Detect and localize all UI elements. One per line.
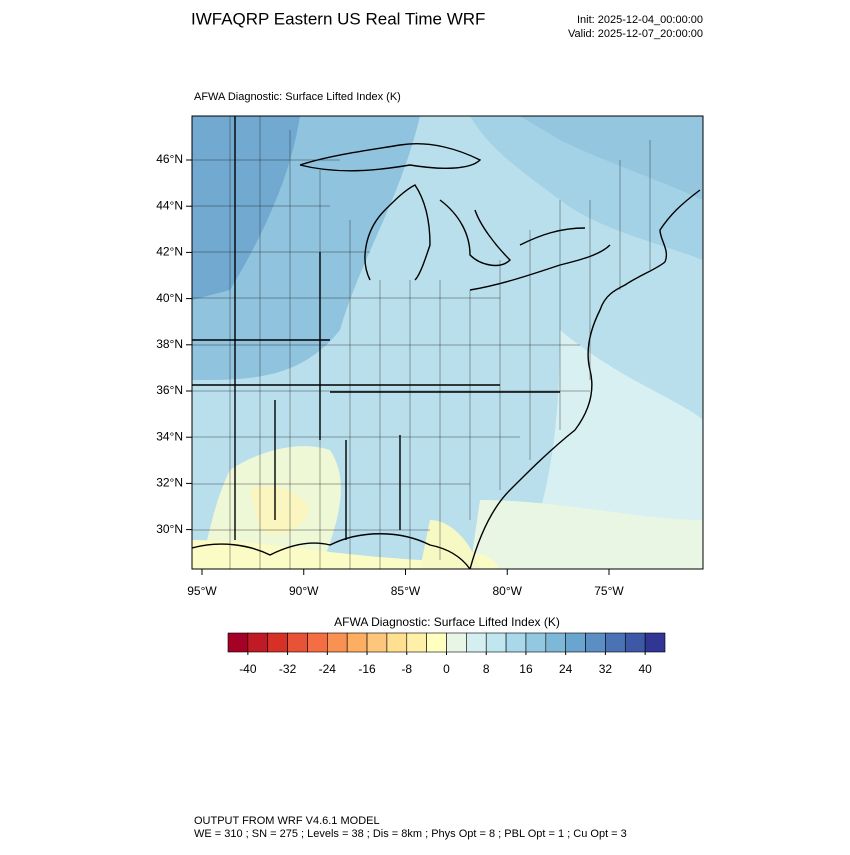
- footer-line: WE = 310 ; SN = 275 ; Levels = 38 ; Dis …: [194, 828, 627, 840]
- colorbar-box: [366, 632, 388, 653]
- footer-line: OUTPUT FROM WRF V4.6.1 MODEL: [194, 815, 380, 827]
- colorbar-tick-label: -8: [401, 662, 412, 676]
- lat-tick-label: 36°N: [156, 383, 183, 397]
- map-frame: [191, 115, 704, 570]
- colorbar-tick-label: -24: [319, 662, 337, 676]
- lat-tick-label: 40°N: [156, 291, 183, 305]
- colorbar-box: [446, 632, 467, 653]
- colorbar-tick-label: -32: [279, 662, 297, 676]
- colorbar: -40 -32 -24 -16 -8 0 8 16 24 32 40: [227, 632, 666, 676]
- colorbar-tick-label: 0: [443, 662, 450, 676]
- colorbar-box: [525, 632, 547, 653]
- lat-tick-label: 44°N: [156, 198, 183, 212]
- colorbar-tick-label: 8: [483, 662, 490, 676]
- colorbar-tick-label: 40: [638, 662, 652, 676]
- colorbar-box: [327, 632, 348, 653]
- colorbar-box: [565, 632, 586, 653]
- colorbar-box: [406, 632, 427, 653]
- map-axes: 46°N 44°N 42°N 40°N 38°N 36°N 34°N 32°N 30°N 95°W…: [156, 152, 624, 598]
- map-field: [192, 116, 703, 569]
- colorbar-tick-label: -16: [358, 662, 376, 676]
- lon-tick-label: 90°W: [289, 584, 319, 598]
- lat-tick-label: 38°N: [156, 337, 183, 351]
- colorbar-tick-label: 32: [599, 662, 613, 676]
- lon-tick-label: 95°W: [187, 584, 217, 598]
- colorbar-box: [644, 632, 666, 653]
- colorbar-box: [466, 632, 487, 653]
- colorbar-box: [307, 632, 328, 653]
- lat-tick-label: 34°N: [156, 429, 183, 443]
- colorbar-box: [287, 632, 308, 653]
- title: IWFAQRP Eastern US Real Time WRF: [191, 9, 485, 28]
- lat-tick-label: 30°N: [156, 522, 183, 536]
- colorbar-tick-label: 24: [559, 662, 573, 676]
- init-time: Init: 2025-12-04_00:00:00: [577, 14, 703, 26]
- colorbar-box: [485, 632, 507, 653]
- colorbar-box: [624, 632, 646, 653]
- lat-tick-label: 42°N: [156, 245, 183, 259]
- map-subtitle: AFWA Diagnostic: Surface Lifted Index (K…: [194, 91, 401, 103]
- colorbar-title: AFWA Diagnostic: Surface Lifted Index (K…: [334, 615, 560, 629]
- colorbar-tick-label: -40: [239, 662, 257, 676]
- colorbar-box: [605, 632, 626, 653]
- lat-tick-label: 46°N: [156, 152, 183, 166]
- colorbar-box: [505, 632, 527, 653]
- lon-tick-label: 85°W: [391, 584, 421, 598]
- colorbar-box: [585, 632, 606, 653]
- valid-time: Valid: 2025-12-07_20:00:00: [568, 28, 703, 40]
- colorbar-box: [247, 632, 269, 653]
- lon-tick-label: 75°W: [594, 584, 624, 598]
- colorbar-box: [545, 632, 566, 653]
- colorbar-box: [426, 632, 447, 653]
- lat-tick-label: 32°N: [156, 476, 183, 490]
- colorbar-box: [227, 632, 249, 653]
- colorbar-box: [346, 632, 368, 653]
- colorbar-box: [386, 632, 408, 653]
- colorbar-box: [267, 632, 288, 653]
- colorbar-tick-label: 16: [519, 662, 533, 676]
- lon-tick-label: 80°W: [493, 584, 523, 598]
